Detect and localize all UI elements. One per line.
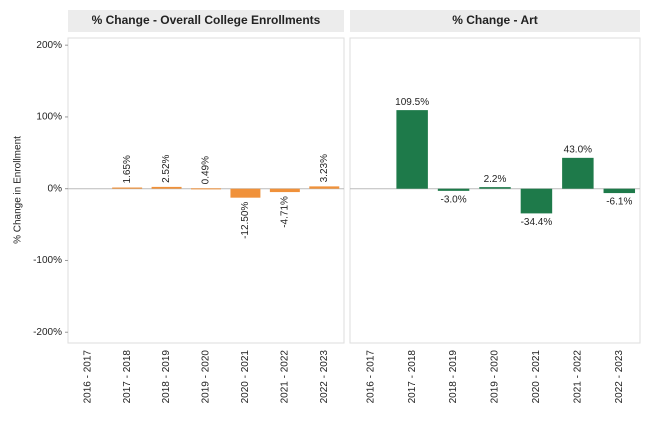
bar [309, 186, 340, 189]
y-tick-label: 100% [36, 112, 62, 123]
bar [479, 187, 511, 189]
bar [437, 188, 470, 191]
y-tick-label: 0% [48, 183, 63, 194]
value-label: 3.23% [319, 154, 330, 182]
value-label: 109.5% [395, 97, 429, 108]
x-tick-label: 2021 - 2022 [279, 350, 290, 404]
bar [562, 157, 594, 189]
x-tick-label: 2016 - 2017 [82, 350, 93, 404]
x-tick-label: 2021 - 2022 [572, 350, 583, 404]
x-tick-label: 2017 - 2018 [122, 350, 133, 404]
bar [396, 110, 428, 189]
x-tick-label: 2018 - 2019 [161, 350, 172, 404]
value-label: -3.0% [441, 194, 467, 205]
x-tick-label: 2022 - 2023 [319, 350, 330, 404]
value-label: 43.0% [564, 144, 592, 155]
bar [230, 188, 261, 198]
value-label: -12.50% [240, 202, 251, 239]
value-label: 2.2% [484, 174, 507, 185]
y-tick-label: -100% [33, 255, 62, 266]
bar [520, 188, 553, 214]
value-label: 2.52% [161, 154, 172, 182]
value-label: 1.65% [122, 155, 133, 183]
x-tick-label: 2020 - 2021 [531, 350, 542, 404]
plot-frame [349, 37, 641, 344]
bar [269, 188, 300, 193]
x-tick-label: 2022 - 2023 [614, 350, 625, 404]
y-axis-label: % Change in Enrollment [13, 136, 24, 244]
x-tick-label: 2020 - 2021 [240, 350, 251, 404]
x-tick-label: 2018 - 2019 [448, 350, 459, 404]
x-tick-label: 2016 - 2017 [365, 350, 376, 404]
y-tick-label: -200% [33, 327, 62, 338]
title-band [68, 10, 344, 32]
chart-title: % Change - Art [452, 13, 538, 27]
plot-frame [67, 37, 345, 344]
value-label: -34.4% [521, 217, 553, 228]
value-label: 0.49% [201, 156, 212, 184]
chart-title: % Change - Overall College Enrollments [92, 13, 321, 27]
x-tick-label: 2019 - 2020 [201, 350, 212, 404]
value-label: -4.71% [279, 196, 290, 228]
bar [191, 188, 221, 190]
bar [151, 186, 182, 189]
value-label: -6.1% [606, 197, 632, 208]
x-tick-label: 2019 - 2020 [490, 350, 501, 404]
x-tick-label: 2017 - 2018 [407, 350, 418, 404]
y-tick-label: 200% [36, 40, 62, 51]
bar [603, 188, 636, 194]
title-band [350, 10, 640, 32]
bar [112, 187, 143, 189]
